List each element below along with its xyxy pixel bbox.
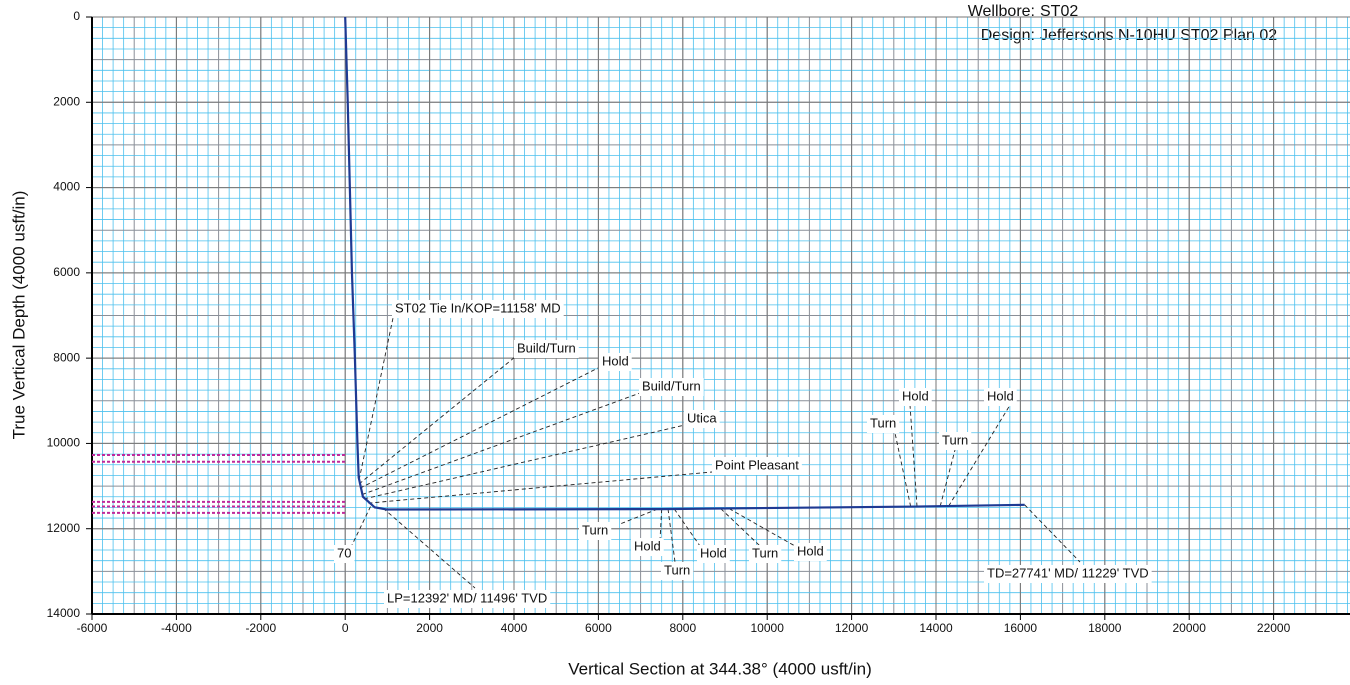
x-tick-label: 14000	[919, 621, 953, 635]
annotation-leader	[351, 506, 371, 546]
annotation-box	[631, 538, 664, 556]
y-tick-label: 6000	[53, 265, 80, 279]
annotation-label: Turn	[870, 415, 896, 430]
annotation-label: Hold	[797, 543, 824, 558]
annotation-leader	[667, 509, 676, 563]
x-tick-label: 18000	[1088, 621, 1122, 635]
annotation-label: 70	[337, 545, 351, 560]
x-tick-label: 12000	[835, 621, 869, 635]
annotation-leader	[659, 509, 663, 541]
annotation-label: Hold	[902, 388, 929, 403]
y-tick-label: 2000	[53, 94, 80, 108]
x-tick-label: 6000	[585, 621, 612, 635]
annotation-box	[712, 457, 802, 475]
annotation-label: Build/Turn	[517, 340, 576, 355]
y-tick-label: 8000	[53, 350, 80, 364]
annotation-box	[384, 590, 551, 608]
y-tick-label: 0	[73, 9, 80, 23]
annotation-label: Turn	[942, 432, 968, 447]
annotation-box	[684, 410, 720, 428]
y-axis-title: True Vertical Depth (4000 usft/in)	[9, 191, 28, 440]
annotation-box	[794, 543, 827, 561]
annotation-label: TD=27741' MD/ 11229' TVD	[987, 565, 1149, 580]
annotation-label: Hold	[634, 538, 661, 553]
x-tick-label: 10000	[751, 621, 785, 635]
annotation-box	[697, 545, 730, 563]
annotation-leader	[909, 404, 918, 507]
x-tick-label: 4000	[501, 621, 528, 635]
annotation-leader	[673, 508, 701, 547]
annotation-leader	[728, 508, 796, 547]
grid	[91, 16, 1350, 615]
annotation-box	[867, 415, 900, 433]
annotation-leader	[382, 507, 476, 589]
annotation-label: Build/Turn	[642, 378, 701, 393]
y-tick-label: 4000	[53, 180, 80, 194]
annotation-box	[939, 432, 972, 450]
annotation-label: Point Pleasant	[715, 457, 799, 472]
annotation-leader	[1024, 504, 1081, 563]
x-tick-label: 8000	[669, 621, 696, 635]
annotation-box	[599, 353, 632, 371]
annotation-label: Utica	[687, 410, 717, 425]
x-tick-label: 22000	[1257, 621, 1291, 635]
annotation-label: Turn	[752, 545, 778, 560]
annotation-box	[661, 562, 694, 580]
annotation-box	[392, 300, 564, 318]
annotation-box	[639, 378, 704, 396]
x-tick-label: -2000	[245, 621, 276, 635]
y-tick-label: 14000	[47, 606, 81, 620]
annotation-leader	[359, 367, 599, 489]
annotation-label: Turn	[664, 562, 690, 577]
annotation-label: Hold	[602, 353, 629, 368]
annotation-leader	[894, 432, 912, 507]
design: Jeffersons N-10HU ST02 Plan 02	[1040, 27, 1277, 44]
x-tick-label: 0	[342, 621, 349, 635]
annotation-label: Hold	[987, 388, 1014, 403]
annotation-leader	[364, 424, 686, 500]
annotation-box	[984, 388, 1017, 406]
x-tick-label: -6000	[77, 621, 108, 635]
annotation-leader	[361, 392, 641, 496]
wellbore-label: Wellbore:	[968, 3, 1035, 20]
annotation-label: LP=12392' MD/ 11496' TVD	[387, 590, 547, 605]
annotation-box	[579, 522, 612, 540]
y-tick-label: 10000	[47, 436, 81, 450]
x-tick-label: 20000	[1173, 621, 1207, 635]
annotation-leader	[720, 508, 761, 547]
annotation-label: Hold	[700, 545, 727, 560]
well-path	[344, 16, 1025, 511]
y-tick-label: 12000	[47, 521, 81, 535]
annotation-box	[899, 388, 932, 406]
annotation-leader	[358, 356, 516, 485]
wellbore: ST02	[1040, 3, 1078, 20]
annotation-box	[749, 545, 782, 563]
annotation-box	[334, 545, 355, 563]
annotation-leader	[368, 471, 713, 504]
x-tick-label: 2000	[416, 621, 443, 635]
annotation-leader	[939, 449, 956, 507]
annotation-leader	[619, 508, 658, 525]
annotation-box	[984, 565, 1152, 583]
annotation-label: ST02 Tie In/KOP=11158' MD	[395, 300, 561, 315]
annotation-box	[514, 340, 579, 358]
annotation-leader	[358, 317, 394, 480]
x-tick-label: -4000	[161, 621, 192, 635]
x-axis-title: Vertical Section at 344.38° (4000 usft/i…	[568, 659, 872, 678]
annotation-label: Turn	[582, 522, 608, 537]
x-tick-label: 16000	[1004, 621, 1038, 635]
design-label: Design:	[981, 27, 1035, 44]
annotation-leader	[948, 404, 1011, 507]
